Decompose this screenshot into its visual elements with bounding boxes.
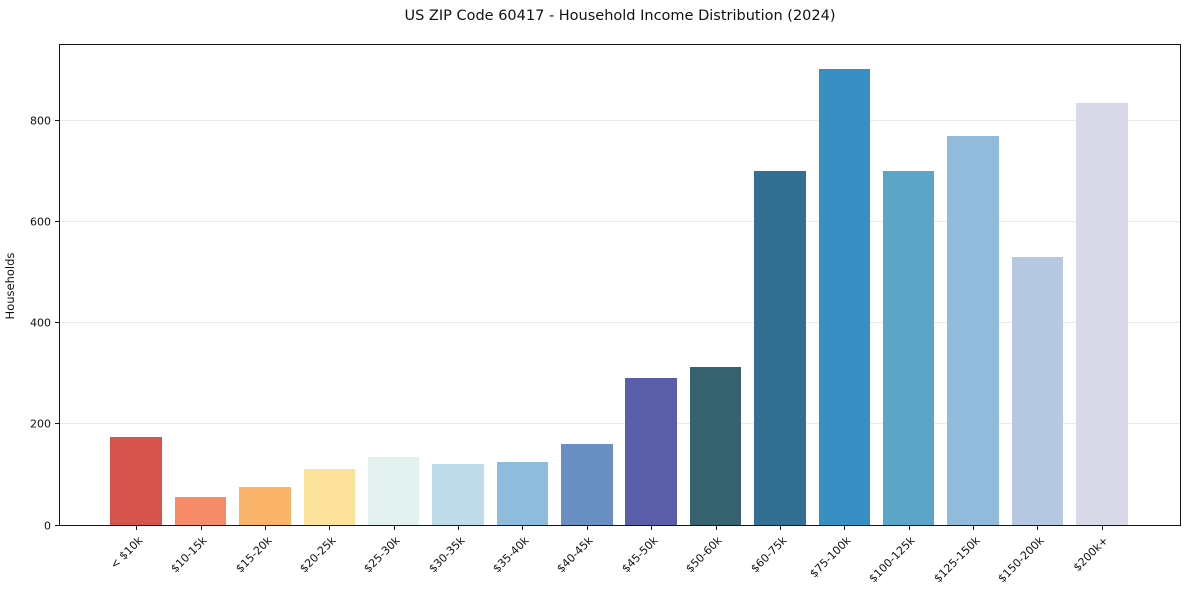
bar-slot-13: $125-150k [931, 45, 1005, 585]
y-tick-label-800: 800 [30, 114, 51, 128]
x-tick-mark-2 [264, 525, 266, 530]
bar-$25-30k [367, 456, 420, 525]
x-tick-mark-0 [136, 525, 138, 530]
y-tick-mark-200 [55, 423, 60, 425]
x-tick-label-2: $15-20k [232, 534, 275, 576]
bar-< $10k [110, 436, 162, 525]
bar-$125-150k [947, 135, 999, 525]
bar-$150-200k [1011, 257, 1064, 525]
x-tick-mark-5 [458, 525, 460, 530]
x-tick-mark-4 [393, 525, 395, 530]
y-tick-label-400: 400 [30, 316, 51, 330]
x-tick-label-5: $30-35k [425, 534, 468, 576]
x-tick-label-7: $40-45k [554, 534, 597, 576]
y-tick-mark-800 [55, 120, 60, 122]
x-tick-mark-8 [651, 525, 653, 530]
bar-slot-14: $150-200k [995, 45, 1069, 585]
bars-row: < $10k $10-15k $15-20k $20-25k $25-30k $30-35… [104, 45, 1134, 585]
bar-slot-3: $20-25k [297, 45, 361, 575]
bar-slot-5: $30-35k [426, 45, 490, 575]
x-tick-label-3: $20-25k [297, 534, 339, 576]
bar-slot-2: $15-20k [233, 45, 297, 575]
x-tick-label-15: $200k+ [1070, 534, 1112, 575]
x-tick-mark-13 [973, 525, 975, 530]
y-tick-label-200: 200 [30, 417, 51, 431]
bar-slot-11: $75-100k [807, 45, 876, 580]
bar-slot-4: $25-30k [362, 45, 426, 575]
plot-area: 0 200 400 600 800 < $10k $10-15k $15-20k $20-25… [30, 44, 1181, 585]
bar-$45-50k [625, 378, 677, 525]
bar-slot-7: $40-45k [555, 45, 619, 575]
bar-$60-75k [754, 171, 806, 525]
bar-slot-1: $10-15k [168, 45, 232, 575]
bar-$50-60k [689, 366, 742, 525]
bar-slot-6: $35-40k [490, 45, 554, 575]
bar-slot-12: $100-125k [867, 45, 941, 585]
x-tick-label-0: < $10k [107, 534, 146, 572]
x-tick-label-1: $10-15k [168, 534, 210, 576]
bar-slot-15: $200k+ [1070, 45, 1134, 574]
y-tick-mark-400 [55, 322, 60, 324]
bar-$10-15k [174, 497, 227, 525]
bar-$20-25k [303, 469, 356, 525]
x-tick-mark-9 [715, 525, 717, 530]
bar-$75-100k [818, 68, 871, 525]
x-tick-label-11: $75-100k [807, 534, 854, 581]
x-tick-label-8: $45-50k [619, 534, 661, 576]
x-tick-label-9: $50-60k [683, 534, 725, 576]
x-tick-label-4: $25-30k [361, 534, 403, 576]
y-axis-label: Households [3, 252, 17, 320]
bar-slot-8: $45-50k [619, 45, 683, 575]
bar-$15-20k [239, 487, 291, 525]
y-tick-mark-0 [55, 524, 60, 526]
x-tick-mark-7 [586, 525, 588, 530]
x-tick-mark-14 [1037, 525, 1039, 530]
y-tick-label-600: 600 [30, 215, 51, 229]
gridline-400 [60, 321, 1180, 323]
y-tick-label-0: 0 [44, 519, 51, 532]
bar-$100-125k [882, 170, 935, 525]
bar-$30-35k [432, 464, 484, 525]
bar-$35-40k [496, 461, 549, 525]
x-tick-mark-11 [844, 525, 846, 530]
x-tick-mark-3 [329, 525, 331, 530]
x-tick-label-13: $125-150k [931, 534, 983, 586]
bar-slot-10: $60-75k [748, 45, 812, 575]
x-tick-mark-15 [1101, 525, 1103, 530]
bar-$200k+ [1076, 103, 1128, 525]
gridline-600 [60, 220, 1180, 222]
x-tick-label-12: $100-125k [866, 534, 918, 586]
chart-title: US ZIP Code 60417 - Household Income Dis… [404, 8, 836, 24]
x-tick-label-6: $35-40k [490, 534, 532, 576]
y-tick-mark-600 [55, 221, 60, 223]
x-tick-mark-12 [908, 525, 910, 530]
bar-$40-45k [561, 444, 613, 525]
x-tick-mark-10 [779, 525, 781, 530]
x-tick-mark-1 [200, 525, 202, 530]
gridline-800 [60, 119, 1180, 121]
bar-slot-9: $50-60k [683, 45, 747, 575]
bar-slot-0: < $10k [104, 45, 168, 572]
x-tick-label-14: $150-200k [995, 534, 1047, 586]
x-tick-mark-6 [522, 525, 524, 530]
gridline-200 [60, 422, 1180, 424]
x-tick-label-10: $60-75k [747, 534, 790, 576]
